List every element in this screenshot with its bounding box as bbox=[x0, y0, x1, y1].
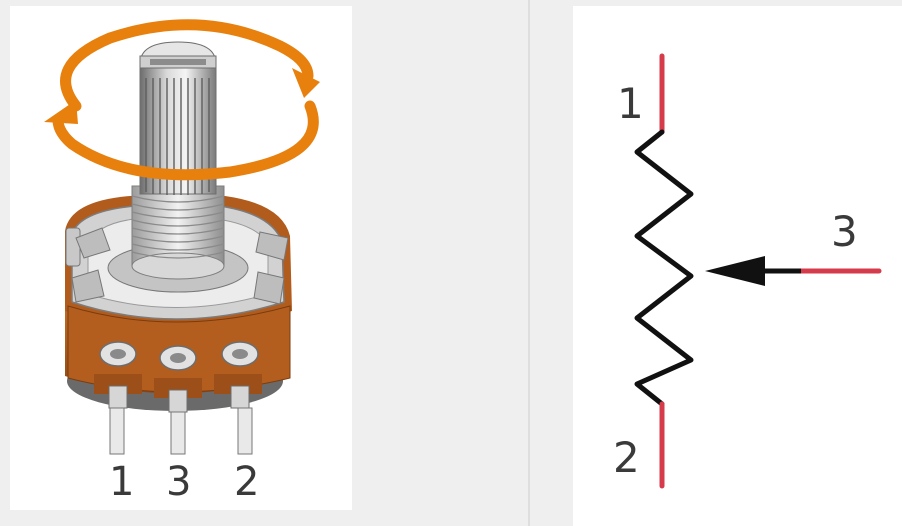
rotation-arrow-icon bbox=[44, 19, 320, 181]
pin-terminals bbox=[99, 341, 259, 455]
potentiometer-illustration: 1 3 2 bbox=[10, 6, 352, 510]
terminal-label-1: 1 bbox=[617, 79, 644, 128]
terminal-label-2: 2 bbox=[613, 433, 640, 482]
threaded-bushing bbox=[107, 185, 249, 293]
schematic-drawing: 1 3 2 bbox=[613, 53, 882, 489]
terminal-label-3: 3 bbox=[831, 207, 858, 256]
pin-3-terminal bbox=[159, 345, 197, 455]
wiper-arrow-icon bbox=[705, 256, 765, 286]
pin-label-2: 2 bbox=[234, 459, 259, 505]
pin-2-terminal bbox=[221, 341, 259, 455]
resistor-zigzag bbox=[634, 129, 694, 407]
pin-label-1: 1 bbox=[109, 459, 134, 505]
pin-label-3: 3 bbox=[166, 459, 191, 505]
potentiometer-drawing: 1 3 2 bbox=[44, 19, 320, 505]
potentiometer-schematic: 1 3 2 bbox=[573, 6, 902, 526]
panel-divider bbox=[528, 0, 530, 526]
pin-1-terminal bbox=[99, 341, 137, 455]
